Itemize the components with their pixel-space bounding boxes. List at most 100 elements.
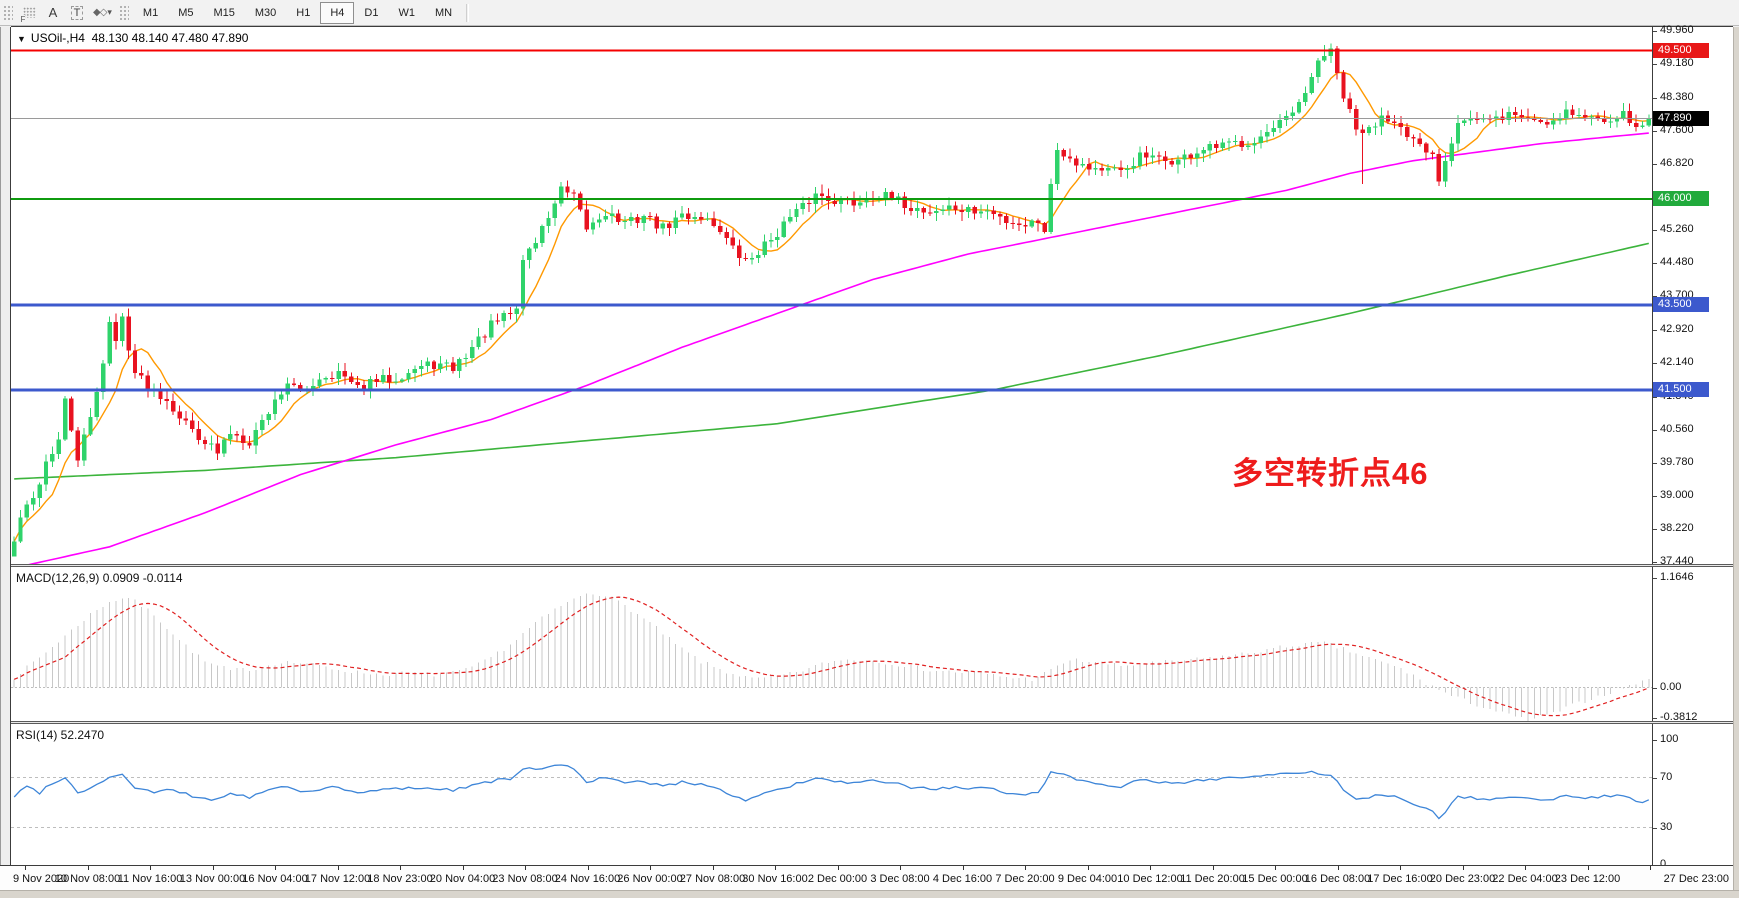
axis-tick-mark <box>1653 777 1657 779</box>
time-axis-label: 11 Dec 20:00 <box>1180 873 1245 885</box>
axis-price-label: 45.260 <box>1660 223 1694 236</box>
price-chart-canvas[interactable] <box>11 27 1652 565</box>
time-tick-mark <box>1150 866 1151 870</box>
chart-frame-top <box>11 26 1733 27</box>
axis-price-label: 42.920 <box>1660 322 1694 335</box>
time-tick-mark <box>837 866 839 870</box>
dropdown-caret-icon[interactable]: ▾ <box>107 7 112 17</box>
time-tick-mark <box>712 866 714 870</box>
level-price-badge: 41.500 <box>1653 382 1709 398</box>
text-box-icon[interactable]: T <box>65 3 89 23</box>
current-price-badge: 47.890 <box>1653 111 1709 127</box>
rsi-panel-canvas[interactable] <box>11 724 1652 865</box>
axis-tick-mark <box>1653 740 1657 741</box>
time-axis-label: 27 Dec 23:00 <box>1663 873 1729 885</box>
text-label-icon[interactable]: A <box>48 5 58 20</box>
time-axis-label: 18 Nov 23:00 <box>367 873 433 885</box>
time-tick-mark <box>525 866 526 870</box>
arrow-objects-icon[interactable]: ◆◇ ▾ <box>93 7 112 18</box>
axis-price-label: 38.220 <box>1660 521 1694 534</box>
macd-panel-resize-handle[interactable] <box>11 564 1733 567</box>
time-tick-mark <box>1275 866 1276 870</box>
time-tick-mark <box>337 866 339 870</box>
axis-tick-mark <box>1653 429 1657 431</box>
axis-tick-mark <box>1653 263 1657 265</box>
macd-indicator-label: MACD(12,26,9) 0.0909 -0.0114 <box>16 571 183 585</box>
timeframe-button-m1[interactable]: M1 <box>142 6 159 19</box>
axis-tick-mark <box>1653 30 1657 32</box>
timeframe-button-h4[interactable]: H4 <box>320 1 355 24</box>
time-tick-mark <box>587 866 589 870</box>
level-price-badge: 46.000 <box>1653 191 1709 207</box>
symbol-dropdown-icon[interactable]: ▼ <box>17 34 26 44</box>
time-axis-label: 24 Nov 16:00 <box>554 873 621 885</box>
rsi-panel-resize-handle[interactable] <box>11 721 1733 724</box>
time-axis-label: 10 Nov 08:00 <box>54 873 121 885</box>
axis-tick-mark <box>1653 827 1657 829</box>
level-price-badge: 49.500 <box>1653 42 1709 58</box>
time-tick-mark <box>25 866 26 870</box>
axis-price-label: 42.140 <box>1660 355 1694 368</box>
axis-price-label: 48.380 <box>1660 90 1694 103</box>
price-axis[interactable]: 49.960 49.180 48.380 47.600 46.820 45.260 44.4… <box>1652 24 1733 870</box>
toolbar: F A T ◆◇ ▾ M1 M5 M15 M30 H1 H4 D1 W1 MN <box>0 0 1739 26</box>
indicator-list-icon[interactable]: F <box>17 3 41 24</box>
axis-tick-mark <box>1653 329 1657 331</box>
time-tick-mark <box>900 866 901 870</box>
axis-tick-mark <box>1653 296 1657 298</box>
axis-tick-mark <box>1653 130 1657 132</box>
axis-tick-mark <box>1653 718 1657 719</box>
toolbar-separator <box>466 3 470 22</box>
time-tick-mark <box>1587 866 1589 870</box>
time-axis-label: 16 Dec 08:00 <box>1304 873 1371 885</box>
axis-tick-mark <box>1653 687 1657 689</box>
symbol-title: ▼ USOil-,H4 48.130 48.140 47.480 47.890 <box>17 31 248 45</box>
ohlc-values-label: 48.130 48.140 47.480 47.890 <box>91 31 249 45</box>
time-axis-label: 23 Nov 08:00 <box>492 873 558 885</box>
timeframe-toolbar-drag-handle-icon[interactable] <box>118 4 129 21</box>
axis-price-label: 49.180 <box>1660 56 1694 69</box>
macd-panel-canvas[interactable] <box>11 567 1652 722</box>
time-axis-label: 3 Dec 08:00 <box>870 873 930 885</box>
time-axis-label: 20 Dec 23:00 <box>1429 873 1496 885</box>
time-axis-label: 17 Nov 12:00 <box>304 873 371 885</box>
time-axis-label: 26 Nov 00:00 <box>617 873 683 885</box>
timeframe-button-m5[interactable]: M5 <box>178 6 194 19</box>
time-axis-label: 23 Dec 12:00 <box>1554 873 1621 885</box>
time-tick-mark <box>1212 866 1214 870</box>
drawing-tools-group: F A T ◆◇ ▾ <box>17 3 116 24</box>
timeframe-button-d1[interactable]: D1 <box>364 6 379 19</box>
axis-tick-mark <box>1653 164 1657 166</box>
symbol-period-label: USOil-,H4 <box>30 31 85 45</box>
axis-tick-mark <box>1653 528 1657 530</box>
rsi-axis-label: 0 <box>1660 858 1667 870</box>
time-tick-mark <box>775 866 776 870</box>
timeframe-button-h1[interactable]: H1 <box>296 6 311 19</box>
macd-axis-label: 1.1646 <box>1660 571 1694 583</box>
macd-axis-label: -0.3812 <box>1660 711 1698 723</box>
chart-text-annotation[interactable]: 多空转折点46 <box>1232 456 1429 491</box>
rsi-axis-label: 70 <box>1660 770 1673 783</box>
bottom-window-edge <box>0 890 1739 898</box>
timeframe-button-mn[interactable]: MN <box>434 6 453 19</box>
time-tick-mark <box>650 866 651 870</box>
time-axis-label: 20 Nov 04:00 <box>429 873 496 885</box>
toolbar-drag-handle-icon[interactable] <box>3 4 13 21</box>
time-axis-label: 27 Nov 08:00 <box>679 873 746 885</box>
timeframe-button-m15[interactable]: M15 <box>213 6 235 19</box>
time-axis-label: 16 Nov 04:00 <box>242 873 308 885</box>
axis-price-label: 44.480 <box>1660 256 1694 269</box>
time-tick-mark <box>1525 866 1526 870</box>
axis-price-label: 47.600 <box>1660 123 1694 136</box>
timeframe-buttons-group: M1 M5 M15 M30 H1 H4 D1 W1 MN <box>133 1 462 24</box>
time-axis-label: 10 Dec 12:00 <box>1117 873 1183 885</box>
time-axis-label: 9 Nov 2020 <box>13 873 70 885</box>
level-price-badge: 43.500 <box>1653 297 1709 313</box>
time-axis[interactable]: 9 Nov 2020 10 Nov 08:00 11 Nov 16:00 13 Nov… <box>0 865 1733 890</box>
timeframe-button-m30[interactable]: M30 <box>254 6 277 19</box>
time-tick-mark <box>1337 866 1339 870</box>
rsi-axis-label: 100 <box>1660 733 1679 745</box>
time-axis-label: 22 Dec 04:00 <box>1492 873 1558 885</box>
timeframe-button-w1[interactable]: W1 <box>398 6 415 19</box>
time-tick-mark <box>87 866 89 870</box>
